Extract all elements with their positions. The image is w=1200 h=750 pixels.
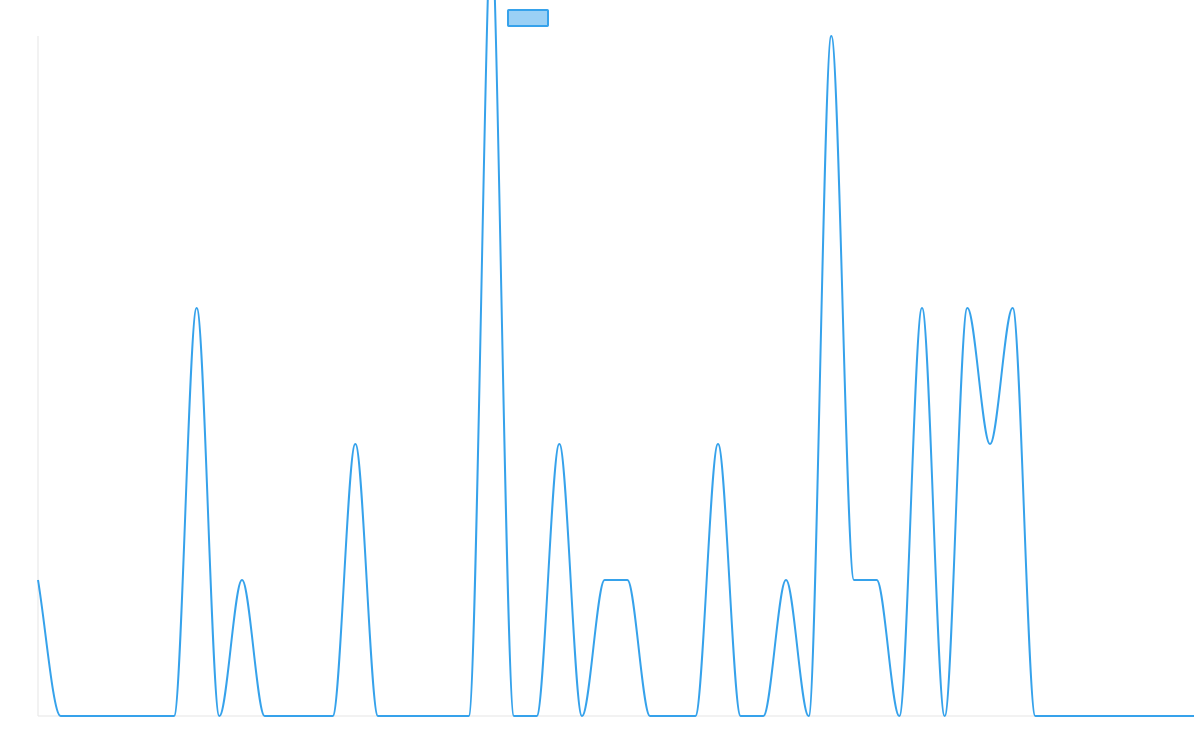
data-point[interactable] <box>576 710 588 722</box>
data-point[interactable] <box>916 302 928 314</box>
data-point[interactable] <box>32 574 44 586</box>
data-point[interactable] <box>961 302 973 314</box>
data-point[interactable] <box>191 302 203 314</box>
data-point[interactable] <box>825 30 837 42</box>
data-point[interactable] <box>463 710 475 722</box>
data-point[interactable] <box>417 710 429 722</box>
legend[interactable] <box>507 9 549 27</box>
data-point[interactable] <box>1075 710 1087 722</box>
data-point[interactable] <box>327 710 339 722</box>
series-layer <box>32 0 1200 722</box>
data-point[interactable] <box>236 574 248 586</box>
data-point[interactable] <box>1097 710 1109 722</box>
data-point[interactable] <box>1007 302 1019 314</box>
data-point[interactable] <box>259 710 271 722</box>
data-point[interactable] <box>803 710 815 722</box>
data-point[interactable] <box>281 710 293 722</box>
data-point[interactable] <box>168 710 180 722</box>
data-point[interactable] <box>984 438 996 450</box>
data-point[interactable] <box>349 438 361 450</box>
data-point[interactable] <box>77 710 89 722</box>
data-point[interactable] <box>1188 710 1200 722</box>
data-point[interactable] <box>1029 710 1041 722</box>
data-point[interactable] <box>304 710 316 722</box>
data-point[interactable] <box>1052 710 1064 722</box>
data-point[interactable] <box>123 710 135 722</box>
data-point[interactable] <box>395 710 407 722</box>
data-point[interactable] <box>871 574 883 586</box>
data-point[interactable] <box>508 710 520 722</box>
data-point[interactable] <box>780 574 792 586</box>
data-point[interactable] <box>644 710 656 722</box>
legend-swatch[interactable] <box>507 9 549 27</box>
data-point[interactable] <box>100 710 112 722</box>
data-point[interactable] <box>213 710 225 722</box>
series-line <box>37 0 1194 717</box>
data-point[interactable] <box>735 710 747 722</box>
data-point[interactable] <box>712 438 724 450</box>
data-point[interactable] <box>145 710 157 722</box>
data-point[interactable] <box>848 574 860 586</box>
data-point[interactable] <box>689 710 701 722</box>
data-point[interactable] <box>621 574 633 586</box>
data-point[interactable] <box>1165 710 1177 722</box>
data-point[interactable] <box>939 710 951 722</box>
data-point[interactable] <box>599 574 611 586</box>
data-point[interactable] <box>55 710 67 722</box>
data-point[interactable] <box>1120 710 1132 722</box>
data-point[interactable] <box>1143 710 1155 722</box>
data-point[interactable] <box>440 710 452 722</box>
data-point[interactable] <box>553 438 565 450</box>
data-point[interactable] <box>372 710 384 722</box>
data-point[interactable] <box>667 710 679 722</box>
data-point[interactable] <box>531 710 543 722</box>
data-point[interactable] <box>893 710 905 722</box>
data-point[interactable] <box>757 710 769 722</box>
